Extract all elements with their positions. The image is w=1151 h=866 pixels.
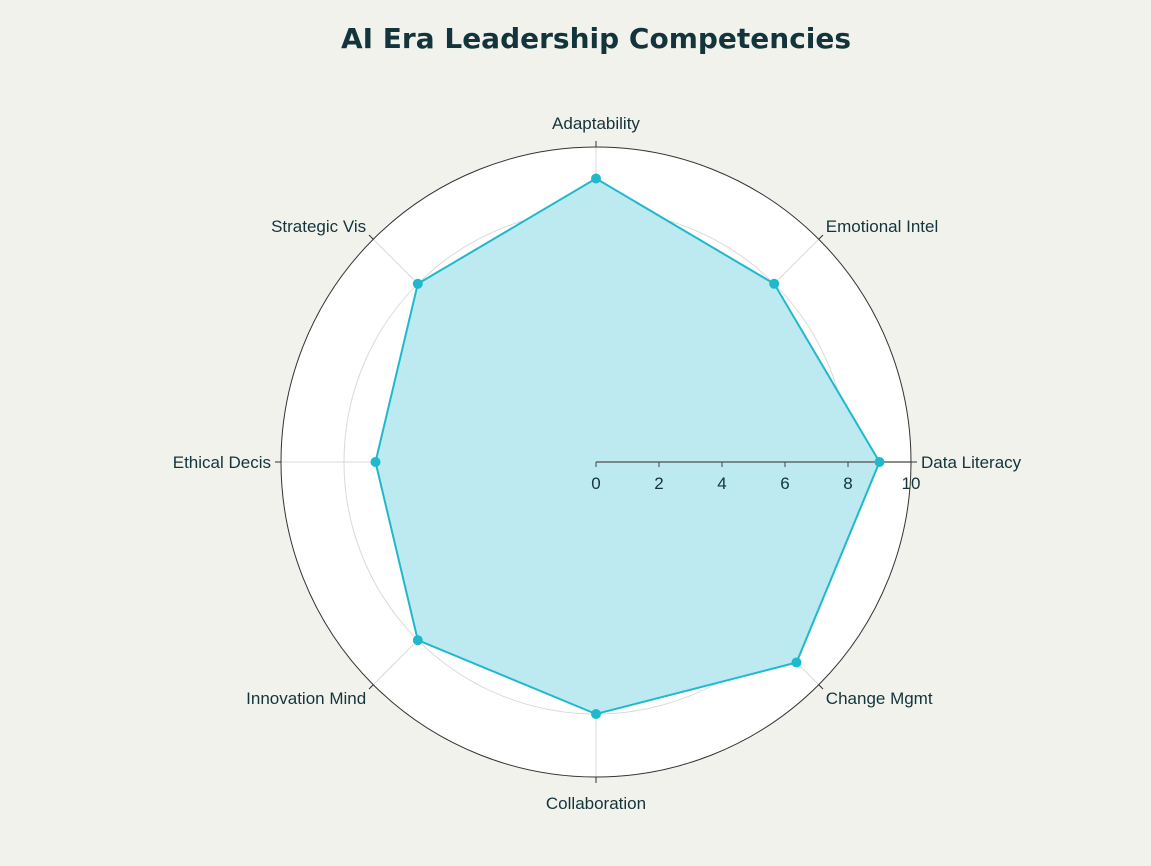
data-point bbox=[412, 278, 423, 289]
category-label: Collaboration bbox=[546, 794, 646, 813]
data-point bbox=[791, 657, 802, 668]
chart-title: AI Era Leadership Competencies bbox=[341, 22, 851, 55]
category-label: Adaptability bbox=[552, 114, 640, 133]
radial-tick-label: 2 bbox=[654, 474, 663, 493]
category-label: Ethical Decis bbox=[173, 453, 271, 472]
category-label: Innovation Mind bbox=[246, 689, 366, 708]
angular-tick-mark bbox=[818, 234, 824, 240]
data-point bbox=[412, 635, 423, 646]
data-point bbox=[769, 278, 780, 289]
radial-tick-label: 10 bbox=[902, 474, 921, 493]
category-label: Data Literacy bbox=[921, 453, 1022, 472]
radial-tick-label: 8 bbox=[843, 474, 852, 493]
data-point bbox=[591, 709, 601, 719]
radial-tick-label: 0 bbox=[591, 474, 600, 493]
data-point bbox=[591, 173, 601, 184]
data-point bbox=[370, 457, 381, 467]
angular-tick-mark bbox=[368, 684, 374, 690]
category-label: Change Mgmt bbox=[826, 689, 933, 708]
category-label: Strategic Vis bbox=[271, 217, 366, 236]
radial-tick-label: 6 bbox=[780, 474, 789, 493]
angular-tick-mark bbox=[368, 234, 374, 240]
category-label: Emotional Intel bbox=[826, 217, 938, 236]
angular-tick-mark bbox=[818, 684, 824, 690]
radial-tick-label: 4 bbox=[717, 474, 726, 493]
data-point bbox=[874, 457, 885, 467]
